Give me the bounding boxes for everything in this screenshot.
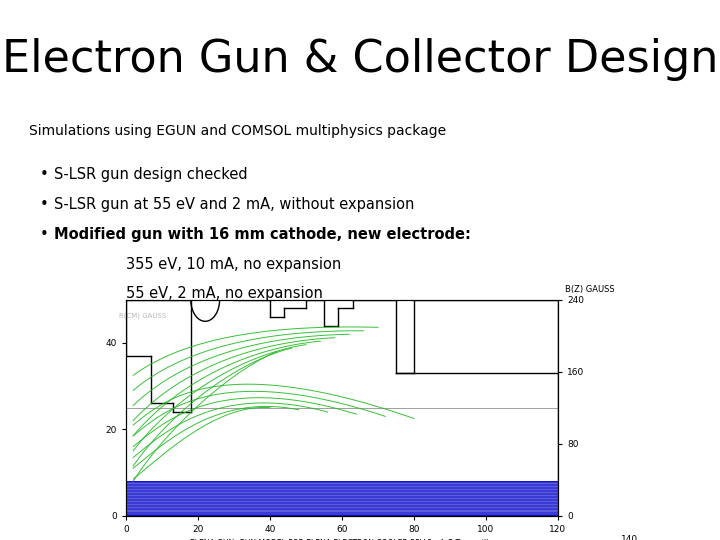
Text: R(CM) GAUSS: R(CM) GAUSS [119, 313, 166, 319]
Text: 140: 140 [621, 535, 639, 540]
Text: S-LSR gun design checked: S-LSR gun design checked [54, 167, 248, 183]
Text: Simulations using EGUN and COMSOL multiphysics package: Simulations using EGUN and COMSOL multip… [29, 124, 446, 138]
Text: B(Z) GAUSS: B(Z) GAUSS [565, 285, 615, 294]
Text: Modified gun with 16 mm cathode, new electrode:: Modified gun with 16 mm cathode, new ele… [54, 227, 471, 242]
Text: 355 eV, 10 mA, no expansion: 355 eV, 10 mA, no expansion [126, 256, 341, 272]
Text: 55 eV, 2 mA, no expansion: 55 eV, 2 mA, no expansion [126, 286, 323, 301]
Text: •: • [40, 227, 48, 242]
Text: S-LSR gun at 55 eV and 2 mA, without expansion: S-LSR gun at 55 eV and 2 mA, without exp… [54, 197, 415, 212]
Text: •: • [40, 167, 48, 183]
X-axis label: ELENA GUN, GUN MODEL FOR ELENA ELECTRON COOLER 55V 2mA,G.Tranquille: ELENA GUN, GUN MODEL FOR ELENA ELECTRON … [191, 539, 493, 540]
Text: Electron Gun & Collector Design: Electron Gun & Collector Design [2, 38, 718, 81]
Bar [126, 481, 558, 516]
Text: •: • [40, 197, 48, 212]
